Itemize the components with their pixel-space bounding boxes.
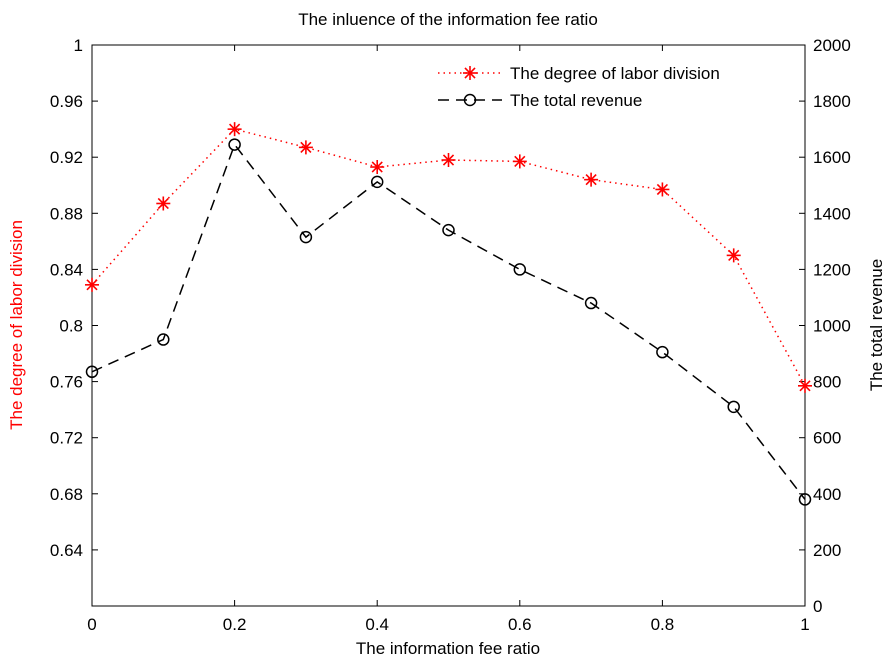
right-y-tick-label: 400	[813, 485, 841, 504]
legend: The degree of labor division The total re…	[438, 64, 720, 110]
series-point-1	[298, 140, 313, 155]
series-point-1	[85, 277, 99, 292]
series-point-1	[227, 122, 242, 137]
left-y-tick-label: 0.92	[50, 148, 83, 167]
right-y-tick-label: 1000	[813, 317, 851, 336]
x-tick-label: 0.4	[365, 615, 389, 634]
right-y-tick-label: 600	[813, 429, 841, 448]
tick-layer: 0 0.2 0.4 0.6 0.8 1 0.64 0.68 0.72 0.76 0.8 0.84 0.8…	[50, 36, 851, 634]
series-point-2	[85, 365, 99, 379]
asterisk-stroke	[656, 183, 669, 196]
asterisk-stroke	[157, 197, 169, 210]
series-point-1	[798, 378, 812, 393]
asterisk-stroke	[371, 161, 383, 173]
legend-marker-1	[463, 66, 477, 80]
right-y-axis-label: The total revenue	[867, 259, 886, 391]
series-point-2	[157, 333, 170, 346]
series-point-1	[512, 154, 527, 169]
legend-label-2: The total revenue	[510, 91, 642, 110]
chart-title: The inluence of the information fee rati…	[298, 10, 598, 29]
left-y-tick-label: 0.84	[50, 260, 83, 279]
legend-label-1: The degree of labor division	[510, 64, 720, 83]
series-point-1	[441, 153, 456, 168]
asterisk-stroke	[86, 279, 98, 291]
series-point-2	[584, 296, 598, 310]
series-line-1	[91, 128, 806, 387]
series-point-2	[299, 230, 313, 244]
right-y-tick-label: 200	[813, 541, 841, 560]
right-y-tick-label: 0	[813, 597, 822, 616]
series-point-1	[156, 196, 171, 211]
legend-marker-2	[463, 93, 477, 107]
x-tick-label: 0.6	[508, 615, 532, 634]
asterisk-stroke	[799, 380, 811, 392]
series-point-1	[584, 172, 599, 187]
asterisk-stroke	[514, 155, 526, 168]
left-y-tick-label: 1	[74, 36, 83, 55]
left-y-tick-label: 0.88	[50, 204, 83, 223]
left-y-tick-label: 0.72	[50, 429, 83, 448]
x-tick-label: 1	[800, 615, 809, 634]
series-point-2	[727, 400, 740, 414]
series-point-1	[370, 160, 385, 175]
left-y-tick-label: 0.68	[50, 485, 83, 504]
right-y-tick-label: 2000	[813, 36, 851, 55]
x-tick-label: 0	[87, 615, 96, 634]
x-tick-label: 0.2	[223, 615, 247, 634]
x-tick-label: 0.8	[651, 615, 675, 634]
left-y-tick-label: 0.76	[50, 373, 83, 392]
right-y-tick-label: 1600	[813, 148, 851, 167]
right-y-tick-label: 1200	[813, 260, 851, 279]
asterisk-stroke	[728, 249, 740, 261]
asterisk-stroke	[464, 67, 476, 79]
right-y-tick-label: 1800	[813, 92, 851, 111]
asterisk-stroke	[585, 174, 597, 186]
series-point-2	[656, 345, 669, 359]
left-y-axis-label: The degree of labor division	[7, 220, 26, 430]
series-line-2	[91, 143, 806, 500]
asterisk-stroke	[442, 154, 455, 166]
asterisk-stroke	[228, 123, 241, 135]
series-point-1	[726, 248, 741, 263]
series-point-2	[228, 138, 241, 151]
series-point-2	[513, 263, 527, 276]
series-point-2	[370, 175, 384, 189]
series-point-2	[798, 493, 812, 506]
right-y-tick-label: 800	[813, 373, 841, 392]
series-point-2	[442, 223, 455, 237]
plot-area-frame	[91, 44, 806, 607]
right-y-tick-label: 1400	[813, 204, 851, 223]
left-y-tick-label: 0.64	[50, 541, 83, 560]
series-layer	[85, 122, 812, 506]
asterisk-stroke	[300, 141, 312, 153]
left-y-tick-label: 0.8	[59, 317, 83, 336]
x-axis-label: The information fee ratio	[356, 639, 540, 658]
series-point-1	[655, 182, 670, 197]
left-y-tick-label: 0.96	[50, 92, 83, 111]
